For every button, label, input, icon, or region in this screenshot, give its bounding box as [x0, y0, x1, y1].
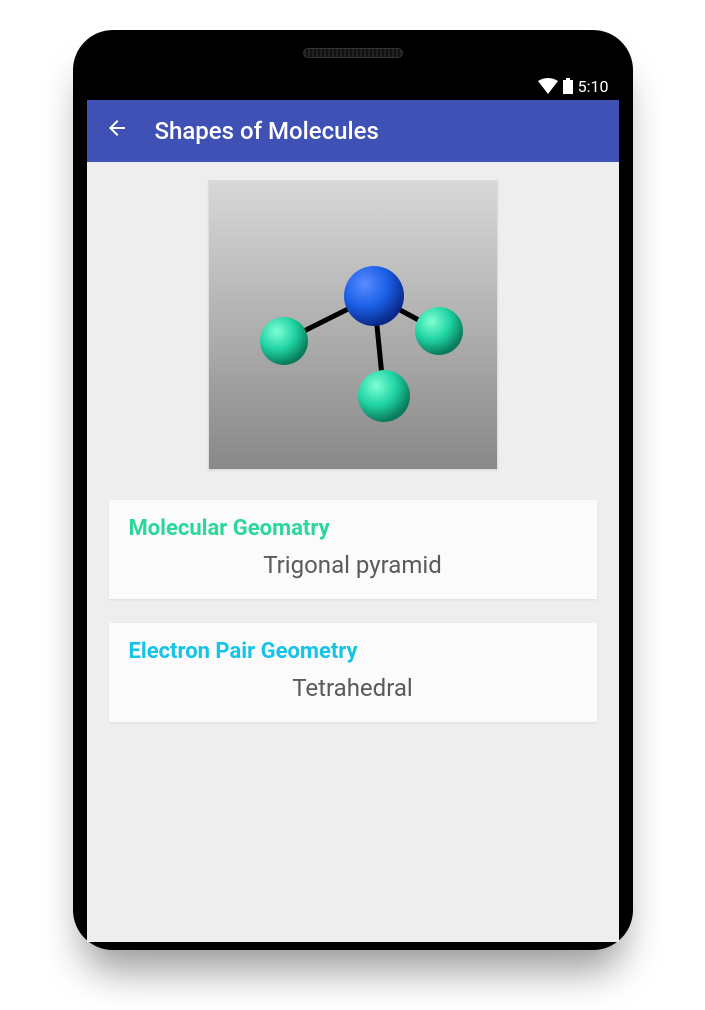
molecular-geometry-label: Molecular Geomatry — [129, 516, 577, 541]
phone-frame: 5:10 Shapes of Molecules Molecular Geoma… — [73, 30, 633, 950]
content-area: Molecular Geomatry Trigonal pyramid Elec… — [87, 162, 619, 764]
back-arrow-icon[interactable] — [105, 116, 129, 146]
molecule-diagram — [208, 180, 498, 470]
status-time: 5:10 — [578, 77, 609, 96]
phone-speaker — [303, 48, 403, 58]
page-title: Shapes of Molecules — [155, 117, 379, 145]
electron-pair-geometry-value: Tetrahedral — [129, 674, 577, 702]
electron-pair-geometry-card: Electron Pair Geometry Tetrahedral — [109, 623, 597, 722]
molecular-geometry-value: Trigonal pyramid — [129, 551, 577, 579]
wifi-icon — [538, 78, 558, 94]
status-bar: 5:10 — [87, 72, 619, 100]
battery-icon — [562, 78, 574, 94]
app-bar: Shapes of Molecules — [87, 100, 619, 162]
screen: 5:10 Shapes of Molecules Molecular Geoma… — [87, 72, 619, 942]
electron-pair-geometry-label: Electron Pair Geometry — [129, 639, 577, 664]
molecular-geometry-card: Molecular Geomatry Trigonal pyramid — [109, 500, 597, 599]
